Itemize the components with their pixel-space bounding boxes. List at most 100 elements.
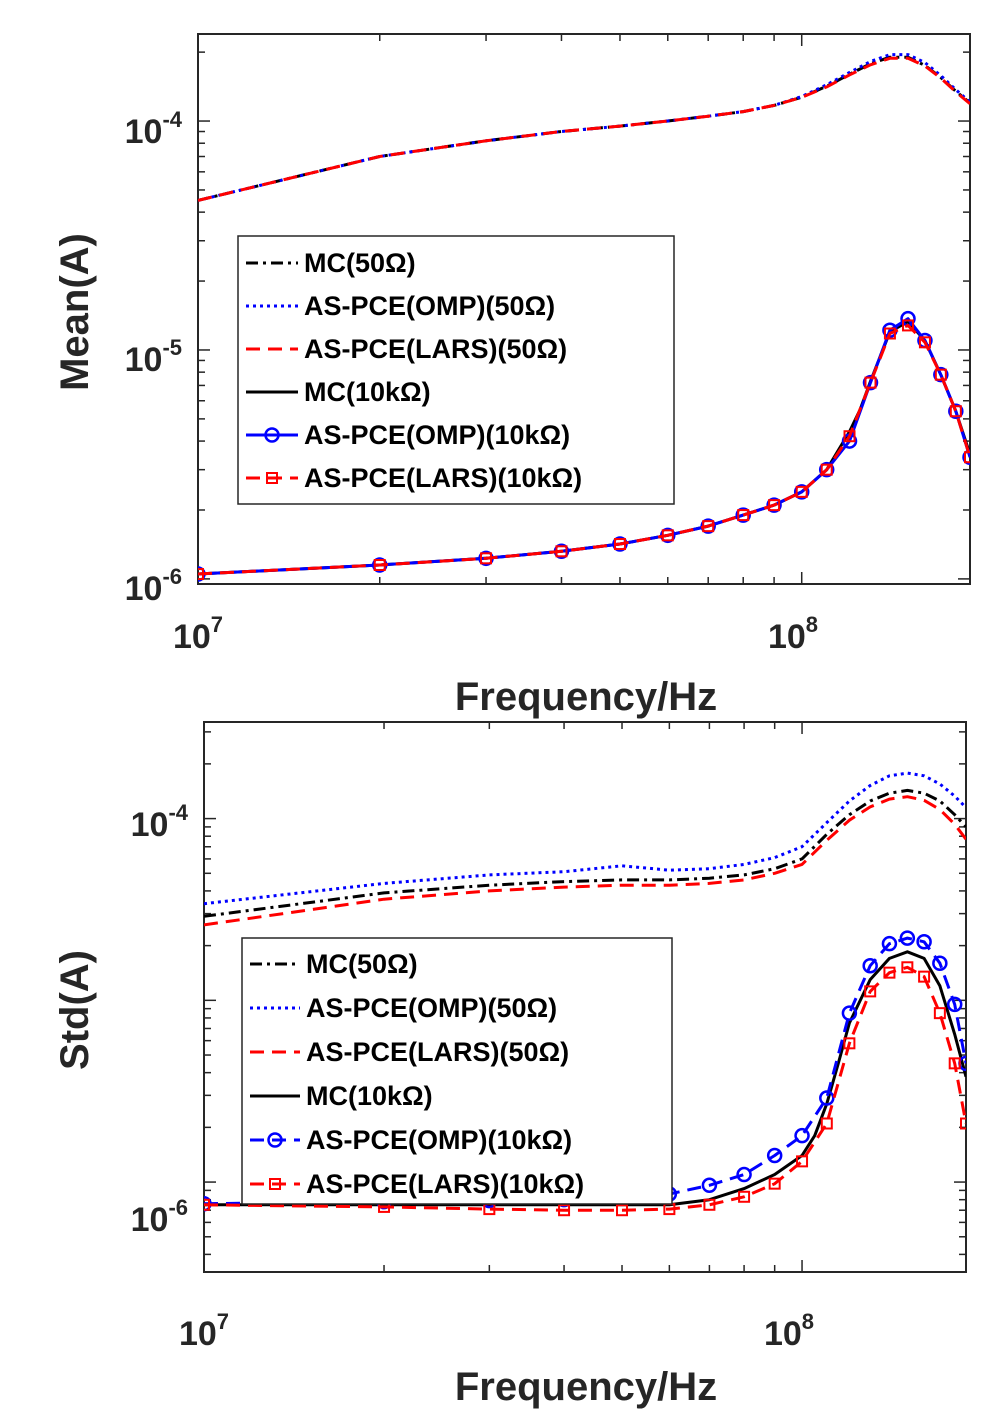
std-marker-circle — [899, 930, 916, 946]
mean-marker-square — [702, 520, 715, 533]
std-marker-square — [820, 1117, 833, 1130]
std-marker-square — [843, 1037, 856, 1050]
std-marker-circle — [701, 1177, 718, 1194]
mean-legend-label: AS-PCE(OMP)(50Ω) — [304, 291, 555, 321]
mean-marker-square — [864, 376, 877, 389]
std-x-axis-label: Frequency/Hz — [455, 1365, 717, 1409]
std-xtick-label: 108 — [764, 1309, 814, 1353]
mean-marker-square — [373, 559, 386, 572]
mean-legend-label: AS-PCE(OMP)(10kΩ) — [304, 420, 570, 450]
std-series-line — [204, 950, 966, 1207]
std-series-line — [204, 965, 966, 1212]
mean-legend-label: MC(50Ω) — [304, 248, 416, 278]
mean-legend: MC(50Ω) AS-PCE(OMP)(50Ω) AS-PCE(LARS)(50… — [237, 235, 675, 505]
std-marker-circle — [794, 1127, 810, 1144]
mean-marker-circle — [862, 374, 879, 391]
mean-marker-square — [613, 538, 626, 551]
std-series-line — [204, 788, 966, 918]
mean-series-line — [198, 323, 970, 576]
std-legend-box — [241, 937, 673, 1205]
mean-marker-circle — [735, 507, 751, 523]
mean-marker-circle — [948, 403, 964, 419]
std-marker-square — [864, 985, 877, 998]
std-legend-label: AS-PCE(LARS)(10kΩ) — [306, 1169, 584, 1199]
std-marker-circle — [736, 1166, 752, 1183]
std-legend: MC(50Ω) AS-PCE(OMP)(50Ω) AS-PCE(LARS)(50… — [241, 937, 673, 1205]
mean-legend-marker-square — [266, 472, 278, 484]
std-legend-marker-square — [269, 1178, 281, 1190]
std-series-line — [204, 795, 966, 927]
mean-marker-square — [795, 485, 808, 498]
mean-legend-samples — [246, 261, 298, 484]
std-marker-circle — [862, 957, 878, 974]
std-marker-square — [796, 1155, 809, 1168]
mean-ytick-label: 10-6 — [125, 564, 182, 608]
mean-marker-square — [820, 463, 833, 476]
std-marker-circle — [932, 955, 948, 971]
mean-marker-circle — [818, 461, 835, 478]
mean-ytick-label: 10-4 — [125, 107, 183, 151]
std-marker-square — [616, 1204, 629, 1217]
mean-x-axis-label: Frequency/Hz — [455, 675, 717, 719]
mean-ytick-label: 10-5 — [125, 335, 182, 379]
mean-series-group — [198, 53, 970, 582]
mean-xtick-label: 107 — [173, 612, 223, 656]
mean-marker-square — [934, 368, 947, 381]
std-legend-label: MC(10kΩ) — [306, 1081, 433, 1111]
std-ytick-label: 10-6 — [131, 1195, 188, 1239]
mean-legend-label: AS-PCE(LARS)(10kΩ) — [304, 463, 582, 493]
mean-legend-label: MC(10kΩ) — [304, 377, 431, 407]
mean-marker-circle — [962, 449, 970, 465]
std-marker-square — [883, 966, 896, 979]
std-xtick-label: 107 — [179, 1309, 229, 1353]
mean-y-axis-label: Mean(A) — [53, 233, 97, 391]
std-marker-square — [738, 1190, 751, 1203]
mean-marker-square — [918, 336, 931, 349]
mean-chart: 10-4 10-5 10-6 107 108 Frequency/Hz Mean… — [53, 33, 971, 719]
std-marker-square — [933, 1007, 946, 1020]
std-marker-square — [918, 970, 931, 983]
std-marker-square — [204, 1198, 210, 1211]
std-series-line — [204, 771, 966, 906]
mean-marker-square — [902, 319, 915, 332]
std-legend-samples — [250, 962, 300, 1190]
mean-xtick-label: 108 — [768, 612, 818, 656]
mean-marker-square — [198, 568, 204, 581]
std-legend-label: AS-PCE(OMP)(50Ω) — [306, 993, 557, 1023]
std-marker-circle — [881, 935, 898, 952]
std-marker-circle — [819, 1090, 835, 1106]
std-y-axis-label: Std(A) — [53, 950, 97, 1070]
mean-legend-label: AS-PCE(LARS)(50Ω) — [304, 334, 567, 364]
std-marker-square — [558, 1204, 571, 1217]
mean-marker-square — [964, 451, 970, 464]
std-legend-label: AS-PCE(LARS)(50Ω) — [306, 1037, 569, 1067]
std-marker-square — [948, 1057, 961, 1070]
mean-marker-square — [883, 327, 896, 340]
mean-marker-square — [737, 509, 750, 522]
mean-marker-square — [661, 529, 674, 542]
std-marker-circle — [766, 1147, 783, 1164]
mean-tick-marks — [197, 34, 970, 584]
std-marker-circle — [946, 996, 963, 1013]
std-marker-square — [901, 961, 914, 974]
mean-marker-square — [480, 552, 493, 565]
mean-marker-circle — [933, 366, 949, 383]
mean-marker-square — [843, 430, 856, 443]
std-legend-label: MC(50Ω) — [306, 949, 418, 979]
mean-marker-circle — [766, 497, 782, 513]
std-ytick-label: 10-4 — [131, 800, 189, 844]
mean-legend-box — [237, 235, 675, 505]
mean-marker-square — [768, 499, 781, 512]
std-marker-circle — [841, 1005, 858, 1021]
mean-marker-square — [555, 545, 568, 558]
std-chart: 10-4 10-6 107 108 Frequency/Hz Std(A) MC… — [53, 721, 967, 1409]
std-legend-marker-circle — [267, 1132, 283, 1148]
mean-legend-marker-circle — [264, 427, 280, 443]
mean-marker-square — [949, 405, 962, 418]
mean-marker-circle — [793, 484, 810, 500]
std-legend-label: AS-PCE(OMP)(10kΩ) — [306, 1125, 572, 1155]
std-marker-square — [960, 1117, 966, 1130]
std-marker-square — [703, 1198, 716, 1211]
std-marker-square — [768, 1177, 781, 1190]
